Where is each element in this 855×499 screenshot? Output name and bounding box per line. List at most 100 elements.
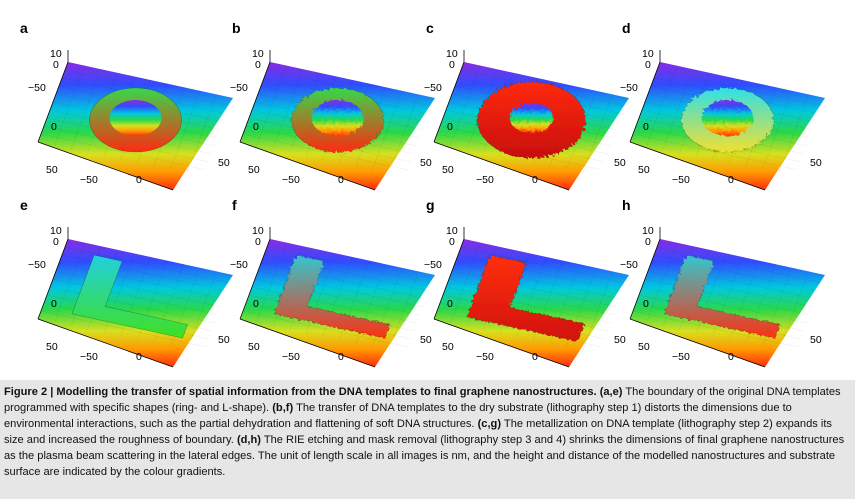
tick-label-left-minus: −50 (424, 82, 442, 94)
grid-line (445, 286, 612, 324)
grid-line (388, 271, 419, 352)
grid-line (582, 94, 613, 175)
grid-line (260, 262, 427, 300)
figure-label: Figure 2 | Modelling the transfer of spa… (4, 386, 597, 398)
grid-line (454, 262, 621, 300)
tick-label-bottom-zero: 0 (728, 351, 734, 363)
substrate-plane (240, 239, 435, 367)
tick-label-left-plus: 50 (638, 341, 650, 353)
l-structure (663, 254, 781, 339)
tick-label-bottom-zero: 0 (728, 174, 734, 186)
grid-line (388, 94, 419, 175)
substrate-plane (434, 239, 629, 367)
tick-label-z-zero: 0 (645, 236, 651, 248)
tick-label-left-minus: −50 (230, 82, 248, 94)
ref-cg: (c,g) (477, 417, 502, 430)
tick-label-z-zero: 0 (449, 236, 455, 248)
y-axis-line (239, 238, 271, 320)
text-cg: The metallization on DNA template (litho… (4, 417, 832, 446)
panel-label: c (426, 20, 434, 36)
tick-label-bottom-zero: 0 (338, 351, 344, 363)
grid-line (242, 133, 409, 171)
grid-line (656, 69, 823, 107)
tick-label-right-plus: 50 (614, 334, 626, 346)
ring-structure (681, 87, 774, 153)
surface-plot (629, 50, 825, 191)
tick-label-bottom-minus: −50 (80, 174, 98, 186)
tick-label-left-zero: 0 (51, 121, 57, 133)
tick-label-right-plus: 50 (420, 157, 432, 169)
y-axis-line (239, 61, 271, 143)
ring-hole (701, 100, 754, 136)
grid-line (254, 278, 421, 316)
grid-line (450, 65, 481, 146)
tick-label-left-plus: 50 (248, 341, 260, 353)
grid-line (256, 242, 287, 323)
tick-label-left-plus: 50 (46, 341, 58, 353)
y-axis-line (629, 238, 661, 320)
x-axis-line (629, 141, 766, 191)
grid-line (242, 310, 409, 348)
x-axis-line (239, 318, 376, 368)
tick-label-left-zero: 0 (51, 298, 57, 310)
grid-line (257, 270, 424, 308)
panel-label: g (426, 197, 435, 213)
tick-label-z-zero: 0 (53, 236, 59, 248)
ring-structure (477, 81, 586, 159)
grid-line (40, 133, 207, 171)
grid-line (54, 242, 85, 323)
grid-line (266, 246, 433, 284)
tick-label-left-plus: 50 (442, 164, 454, 176)
grid-line (646, 65, 677, 146)
grid-line (644, 278, 811, 316)
tick-label-left-minus: −50 (620, 259, 638, 271)
ref-bf: (b,f) (272, 401, 294, 414)
tick-label-bottom-minus: −50 (672, 174, 690, 186)
grid-line (272, 69, 304, 150)
tick-label-left-minus: −50 (424, 259, 442, 271)
grid-line (186, 271, 217, 352)
tick-label-bottom-minus: −50 (672, 351, 690, 363)
panel-label: a (20, 20, 28, 36)
grid-line (436, 310, 603, 348)
tick-label-right-plus: 50 (218, 334, 230, 346)
tick-label-z-top: 10 (252, 225, 264, 237)
grid-line (169, 90, 201, 171)
tick-label-left-zero: 0 (253, 298, 259, 310)
tick-label-bottom-minus: −50 (476, 174, 494, 186)
tick-label-bottom-minus: −50 (476, 351, 494, 363)
panel-c: c 10 0 −50 0 50 −50 0 50 (424, 20, 629, 205)
surface-plot (239, 227, 435, 368)
grid-line (646, 242, 677, 323)
grid-line (761, 90, 793, 171)
x-axis-line (37, 318, 174, 368)
grid-line (61, 254, 228, 292)
tick-label-left-zero: 0 (643, 121, 649, 133)
ring-hole (509, 103, 554, 133)
tick-label-z-zero: 0 (255, 236, 261, 248)
panel-label: b (232, 20, 241, 36)
tick-label-bottom-zero: 0 (532, 351, 538, 363)
tick-label-bottom-zero: 0 (136, 174, 142, 186)
grid-line (450, 242, 481, 323)
grid-line (778, 94, 809, 175)
panel-b: b 10 0 −50 0 50 −50 0 50 (230, 20, 435, 205)
panel-label: f (232, 197, 237, 213)
tick-label-bottom-minus: −50 (282, 174, 300, 186)
grid-line (656, 246, 823, 284)
tick-label-z-top: 10 (642, 225, 654, 237)
tick-label-right-plus: 50 (810, 157, 822, 169)
tick-label-left-minus: −50 (620, 82, 638, 94)
y-axis-line (629, 61, 661, 143)
grid-line (451, 270, 618, 308)
panel-e: e 10 0 −50 0 50 −50 0 50 (20, 197, 233, 382)
surface-plot (37, 50, 233, 191)
x-axis-line (37, 141, 174, 191)
y-axis-line (37, 61, 69, 143)
ref-ae: (a,e) (599, 386, 623, 398)
tick-label-z-top: 10 (642, 48, 654, 60)
surface-plot (239, 50, 435, 191)
l-structure (466, 254, 585, 342)
grid-line (460, 246, 627, 284)
grid-line (251, 286, 418, 324)
